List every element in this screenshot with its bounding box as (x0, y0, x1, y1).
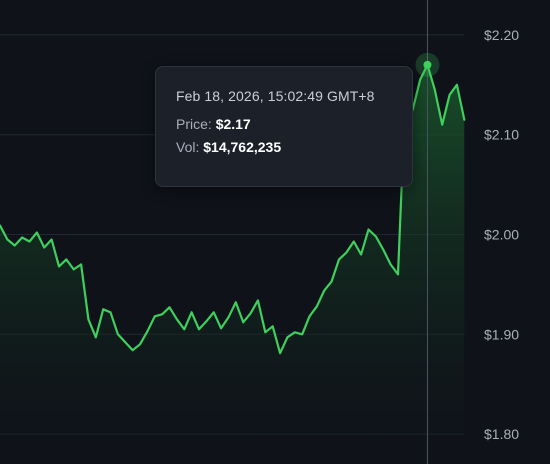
y-tick-label: $2.10 (484, 127, 519, 143)
tooltip-price-value: $2.17 (215, 116, 251, 132)
y-tick-label: $1.90 (484, 326, 519, 342)
price-line[interactable] (0, 63, 466, 355)
y-tick-label: $1.80 (484, 426, 519, 442)
tooltip-timestamp: Feb 18, 2026, 15:02:49 GMT+8 (176, 88, 375, 104)
price-tooltip: Feb 18, 2026, 15:02:49 GMT+8 Price: $2.1… (155, 66, 413, 187)
tooltip-price-row: Price: $2.17 (176, 116, 392, 132)
tooltip-price-label: Price: (176, 116, 212, 132)
tooltip-volume-value: $14,762,235 (203, 139, 282, 155)
tooltip-volume-row: Vol: $14,762,235 (176, 139, 392, 155)
tooltip-volume-label: Vol: (176, 139, 200, 155)
price-area-fill (0, 64, 465, 464)
hover-point-marker[interactable] (423, 60, 432, 69)
y-tick-label: $2.00 (484, 226, 519, 242)
y-tick-label: $2.20 (484, 27, 519, 43)
